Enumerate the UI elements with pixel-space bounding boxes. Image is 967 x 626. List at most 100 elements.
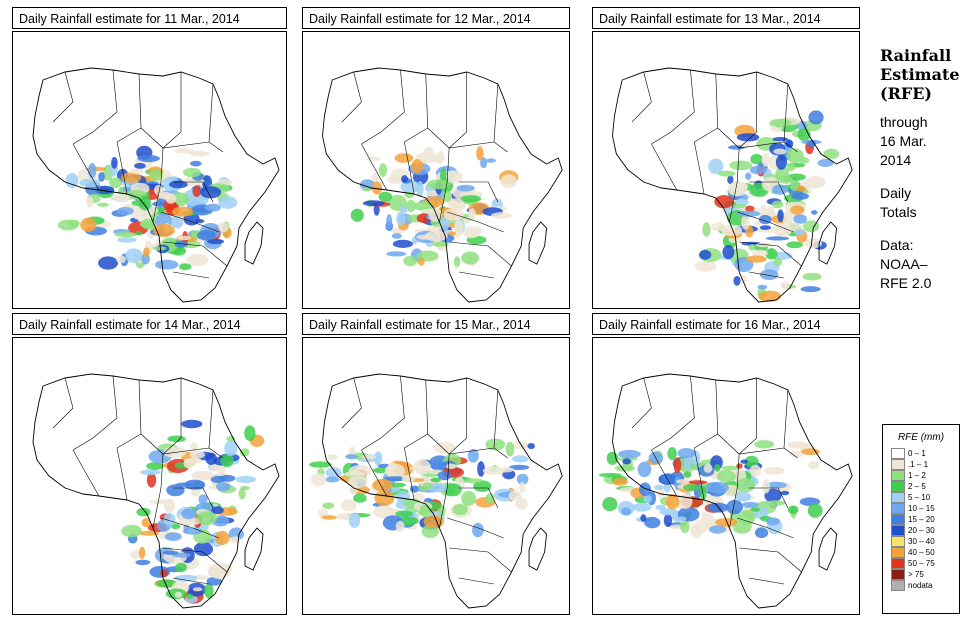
country-border [738, 378, 757, 455]
rain-cell [655, 504, 667, 510]
africa-coastline [612, 67, 853, 303]
country-border [162, 547, 228, 573]
rain-cell [703, 463, 713, 473]
rain-cell [676, 479, 693, 484]
rain-cell [791, 192, 810, 200]
rain-cell [218, 466, 226, 474]
legend-item: 40 – 50 [891, 547, 959, 558]
rain-cell [472, 226, 482, 235]
africa-map [322, 67, 563, 303]
rain-cell [740, 459, 749, 464]
country-border [651, 449, 678, 497]
country-border [449, 241, 512, 267]
country-border [651, 143, 678, 191]
country-border [738, 72, 757, 149]
rain-cell [121, 524, 142, 538]
rain-cell [680, 519, 690, 533]
rain-cell [214, 530, 230, 546]
country-border [651, 69, 695, 145]
rain-cell [239, 448, 250, 457]
madagascar-outline [244, 527, 264, 571]
rain-cell [139, 195, 151, 211]
rain-cell [519, 481, 526, 493]
country-border [172, 271, 210, 279]
panel-title: Daily Rainfall estimate for 16 Mar., 201… [592, 313, 860, 335]
rain-cell [508, 464, 530, 470]
sidebar-title-line: Estimate [880, 65, 960, 84]
rain-cell [171, 523, 181, 530]
rain-cell [749, 464, 761, 477]
rain-cell [148, 499, 172, 505]
map-panel-6: Daily Rainfall estimate for 16 Mar., 201… [592, 313, 860, 615]
legend-title: RFE (mm) [897, 432, 945, 443]
rain-cell [512, 440, 528, 450]
rain-cell [796, 185, 807, 192]
rain-cell [117, 206, 134, 216]
rain-cell [403, 255, 418, 267]
rain-cell [752, 249, 768, 257]
rain-cell [807, 503, 823, 518]
rain-cell [192, 587, 203, 592]
country-border [361, 143, 388, 191]
rain-cell [80, 217, 97, 232]
rain-cell [174, 574, 198, 582]
legend-label: 20 – 30 [908, 526, 935, 535]
rain-cell [386, 214, 393, 230]
rain-cell [111, 156, 118, 169]
rain-cell [729, 181, 749, 191]
legend-label: 40 – 50 [908, 548, 935, 557]
rain-cell [741, 501, 759, 508]
rain-cell [191, 470, 215, 481]
rain-cell [443, 483, 462, 497]
rain-cell [714, 195, 734, 209]
legend-swatch [891, 547, 905, 558]
rain-cell [197, 230, 216, 241]
rain-cell [430, 477, 441, 483]
rain-cell [422, 482, 433, 489]
country-border [447, 211, 504, 233]
rain-cell [386, 251, 407, 257]
rain-cell [709, 525, 727, 534]
rain-cell [160, 569, 169, 578]
panel-title: Daily Rainfall estimate for 14 Mar., 201… [12, 313, 287, 335]
rain-cell [140, 469, 161, 476]
rain-cell [196, 511, 218, 526]
rain-cell [200, 186, 222, 199]
rain-cell [125, 248, 143, 263]
rain-cell [722, 245, 735, 260]
country-border [116, 379, 142, 449]
rain-cell [454, 220, 464, 235]
country-border [458, 487, 499, 509]
country-border [729, 147, 740, 223]
rain-cell [757, 284, 768, 290]
country-border [404, 73, 429, 143]
rain-cell [423, 515, 445, 528]
rain-cell [326, 454, 338, 460]
africa-coastline [32, 67, 280, 303]
country-border [173, 487, 214, 509]
legend-label: 1 – 2 [908, 471, 926, 480]
rainfall-map [302, 31, 570, 309]
rain-cell [508, 490, 522, 501]
rain-cell [189, 450, 205, 459]
rain-cell [424, 230, 448, 242]
sidebar-title-line: Rainfall [880, 46, 952, 65]
rain-cell [716, 469, 736, 483]
rain-cell [396, 211, 406, 226]
rain-cell [740, 141, 750, 148]
legend-label: 0 – 1 [908, 449, 926, 458]
country-border [404, 447, 415, 501]
rain-cell [317, 508, 328, 518]
rain-cell [764, 488, 782, 503]
country-border [439, 147, 450, 223]
rain-cell [765, 236, 790, 241]
rain-cell [738, 510, 756, 526]
country-border [162, 378, 182, 455]
rain-cell [598, 472, 622, 478]
rain-cell [702, 222, 711, 237]
rainfall-cells [694, 110, 840, 302]
rain-cell [673, 457, 682, 474]
legend-item: .1 – 1 [891, 459, 959, 470]
rain-cell [804, 238, 823, 249]
rain-cell [817, 158, 834, 168]
